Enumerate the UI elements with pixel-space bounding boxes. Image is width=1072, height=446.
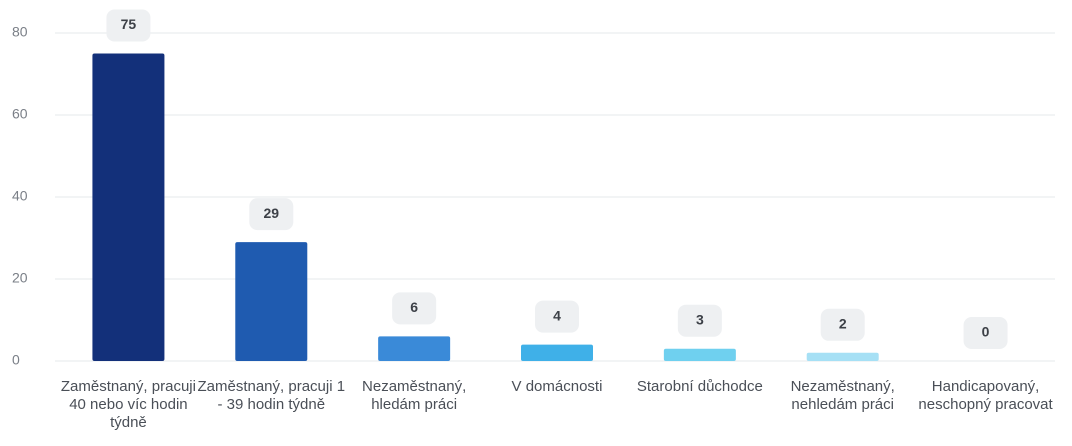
bar xyxy=(663,348,736,361)
bar xyxy=(235,242,308,361)
value-label-bg xyxy=(106,9,151,42)
value-label: 6 xyxy=(410,299,418,315)
x-tick-label: Zaměstnaný, pracuji 40 nebo víc hodin tý… xyxy=(60,378,196,431)
value-label: 75 xyxy=(121,16,137,32)
value-label-bg xyxy=(677,304,722,337)
value-label: 2 xyxy=(839,316,847,332)
bar xyxy=(378,336,451,361)
y-tick-label: 40 xyxy=(12,188,28,204)
bar xyxy=(806,352,879,361)
x-tick-label: V domácnosti xyxy=(511,378,603,395)
value-label-bg xyxy=(820,308,865,341)
bar xyxy=(521,344,593,361)
bar xyxy=(92,53,165,361)
value-label: 3 xyxy=(696,311,704,327)
value-label-bg xyxy=(963,317,1008,349)
value-label-bg xyxy=(535,300,579,333)
y-tick-label: 80 xyxy=(12,24,28,40)
value-label: 4 xyxy=(553,307,561,323)
y-tick-label: 0 xyxy=(12,352,20,368)
y-tick-label: 60 xyxy=(12,106,28,122)
x-tick-label: Zaměstnaný, pracuji 1 - 39 hodin týdně xyxy=(197,378,346,413)
x-tick-label: Handicapovaný, neschopný pracovat xyxy=(918,378,1053,413)
x-tick-label: Nezaměstnaný, hledám práci xyxy=(362,378,467,413)
x-tick-label: Starobní důchodce xyxy=(636,378,763,395)
value-label-bg xyxy=(392,292,437,325)
x-tick-label: Nezaměstnaný, nehledám práci xyxy=(790,378,895,413)
y-tick-label: 20 xyxy=(12,270,28,286)
value-label: 29 xyxy=(263,205,279,221)
value-label-bg xyxy=(249,198,294,231)
value-label: 0 xyxy=(982,324,990,340)
